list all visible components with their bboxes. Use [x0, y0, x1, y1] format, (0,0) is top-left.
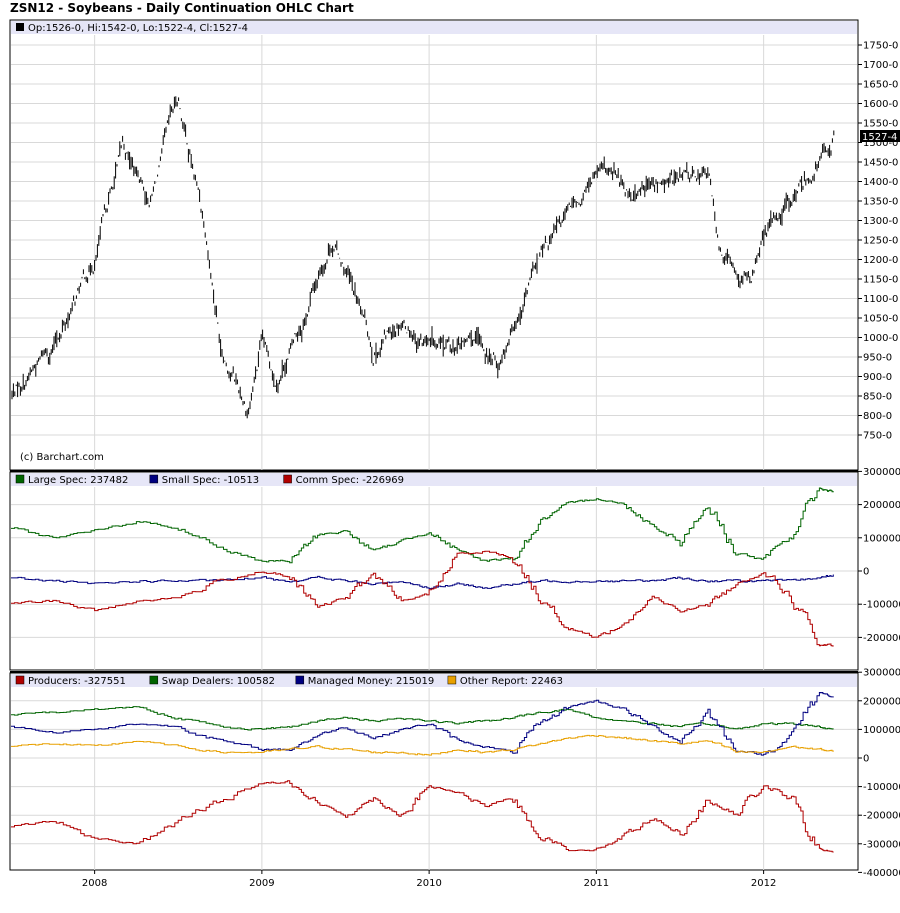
legend-swatch-icon [283, 474, 292, 484]
legend-label: Producers: -327551 [28, 676, 126, 687]
y-tick-label: 800-0 [863, 411, 892, 422]
legend-swatch-icon [295, 675, 305, 685]
y-tick-label: -200000 [863, 811, 900, 822]
disaggregated-legend-bar [11, 674, 857, 687]
y-tick-label: -100000 [863, 782, 900, 793]
y-tick-label: 1350-0 [863, 197, 898, 208]
legend-swatch-icon [149, 675, 159, 685]
y-tick-label: 1600-0 [863, 99, 898, 110]
price-legend-bar [11, 21, 857, 34]
y-tick-label: 900-0 [863, 372, 892, 383]
y-tick-label: -300000 [863, 839, 900, 850]
y-tick-label: 1200-0 [863, 255, 898, 266]
legend-swatch-icon [447, 675, 457, 685]
y-tick-label: 200000 [863, 696, 900, 707]
legend-label: Managed Money: 215019 [308, 676, 434, 687]
series-line-large-spec [11, 487, 834, 564]
series-line-managed-money [11, 692, 834, 756]
cot-legend: Large Spec: 237482 Small Spec: -10513 Comm… [15, 474, 404, 486]
legend-label: Small Spec: -10513 [162, 475, 259, 486]
y-tick-label: 1400-0 [863, 177, 898, 188]
y-tick-label: 950-0 [863, 353, 892, 364]
legend-swatch-icon [15, 474, 25, 484]
y-tick-label: 1050-0 [863, 314, 898, 325]
legend-label: Comm Spec: -226969 [296, 475, 404, 486]
y-tick-label: 1650-0 [863, 80, 898, 91]
y-tick-label: 0 [863, 567, 869, 578]
legend-swatch-icon [15, 675, 25, 685]
y-tick-label: 1100-0 [863, 294, 898, 305]
legend-label: Large Spec: 237482 [28, 475, 128, 486]
series-line-small-spec [11, 574, 834, 590]
series-line-swap-dealers [11, 706, 834, 731]
y-tick-label: 1000-0 [863, 333, 898, 344]
y-tick-label: 100000 [863, 533, 900, 544]
legend-label: Other Report: 22463 [460, 676, 563, 687]
legend-label: Swap Dealers: 100582 [162, 676, 275, 687]
series-line-comm-spec [11, 550, 834, 647]
price-panel-frame [9, 19, 859, 471]
x-tick-label: 2008 [82, 878, 107, 889]
x-tick-label: 2009 [249, 878, 274, 889]
y-tick-label: 1150-0 [863, 275, 898, 286]
copyright-credit: (c) Barchart.com [20, 452, 104, 463]
y-tick-label: 200000 [863, 500, 900, 511]
series-line-other-report [11, 734, 834, 756]
legend-swatch-icon [149, 474, 159, 484]
disaggregated-panel-frame [9, 672, 859, 871]
y-tick-label: 300000 [863, 668, 900, 679]
cot-legend-bar [11, 473, 857, 486]
x-tick-label: 2011 [584, 878, 609, 889]
y-tick-label: 1550-0 [863, 119, 898, 130]
y-tick-label: 750-0 [863, 431, 892, 442]
y-tick-label: 1750-0 [863, 41, 898, 52]
y-tick-label: 1450-0 [863, 158, 898, 169]
y-tick-label: 1700-0 [863, 60, 898, 71]
disaggregated-legend: Producers: -327551 Swap Dealers: 100582 Ma… [15, 675, 563, 687]
last-price-label: 1527-4 [862, 132, 897, 143]
y-tick-label: 0 [863, 754, 869, 765]
y-tick-label: 1500-0 [863, 138, 898, 149]
y-tick-label: 100000 [863, 725, 900, 736]
y-tick-label: -400000 [863, 868, 900, 879]
y-tick-label: -100000 [863, 600, 900, 611]
price-legend-text: Op:1526-0, Hi:1542-0, Lo:1522-4, Cl:1527… [28, 23, 248, 34]
y-tick-label: 1250-0 [863, 236, 898, 247]
axes: 2008 2009 2010 2011 2012 750-0 800-0 850-0 900-0… [82, 41, 900, 890]
series-lines [11, 96, 835, 853]
chart-title: ZSN12 - Soybeans - Daily Continuation OH… [10, 1, 354, 15]
y-tick-label: 1300-0 [863, 216, 898, 227]
y-tick-label: 850-0 [863, 392, 892, 403]
x-tick-label: 2010 [416, 878, 441, 889]
black-square-icon [16, 23, 24, 31]
series-line-producers [11, 780, 834, 853]
last-price-marker [860, 130, 900, 142]
y-tick-label: -200000 [863, 633, 900, 644]
x-tick-label: 2012 [751, 878, 776, 889]
y-tick-label: 300000 [863, 467, 900, 478]
